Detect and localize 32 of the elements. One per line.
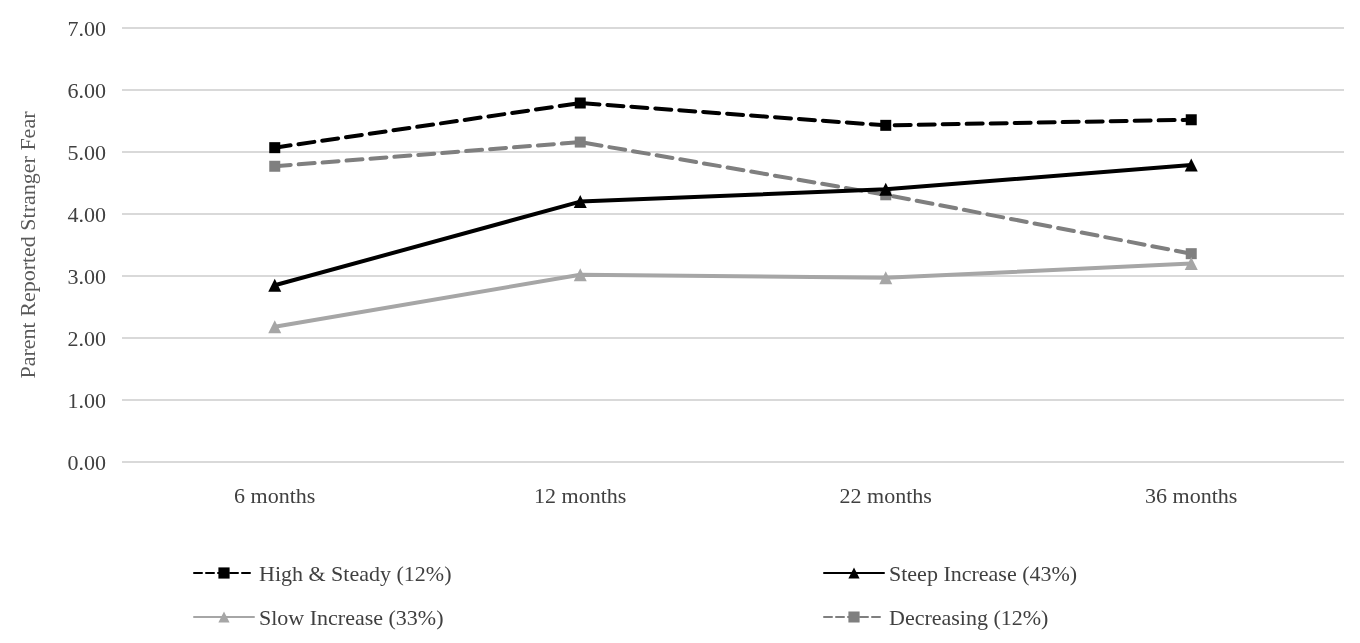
y-tick-label: 3.00 (67, 263, 106, 289)
legend-label: Steep Increase (43%) (889, 560, 1078, 586)
point (1185, 248, 1197, 260)
y-tick-label: 0.00 (67, 449, 106, 475)
legend-label: Slow Increase (33%) (259, 604, 444, 630)
y-tick-label: 2.00 (67, 325, 106, 351)
x-tick-label: 6 months (234, 482, 316, 508)
point (574, 97, 586, 109)
point (268, 278, 282, 292)
point (1184, 158, 1198, 172)
y-tick-label: 5.00 (67, 139, 106, 165)
x-tick-label: 36 months (1145, 482, 1238, 508)
x-tick-label: 12 months (534, 482, 627, 508)
y-tick-label: 6.00 (67, 77, 106, 103)
point (1185, 114, 1197, 126)
legend-label: High & Steady (12%) (259, 560, 452, 586)
point (573, 195, 587, 209)
legend-label: Decreasing (12%) (889, 604, 1049, 630)
point (269, 142, 281, 154)
y-tick-label: 4.00 (67, 201, 106, 227)
point (268, 320, 282, 334)
y-tick-label: 7.00 (67, 15, 106, 41)
y-tick-label: 1.00 (67, 387, 106, 413)
point (574, 136, 586, 148)
point (269, 160, 281, 172)
point (1184, 257, 1198, 271)
point (879, 182, 893, 196)
point (573, 268, 587, 282)
point (880, 119, 892, 131)
y-axis-title: Parent Reported Stranger Fear (14, 110, 40, 379)
point (879, 271, 893, 285)
x-tick-label: 22 months (839, 482, 932, 508)
